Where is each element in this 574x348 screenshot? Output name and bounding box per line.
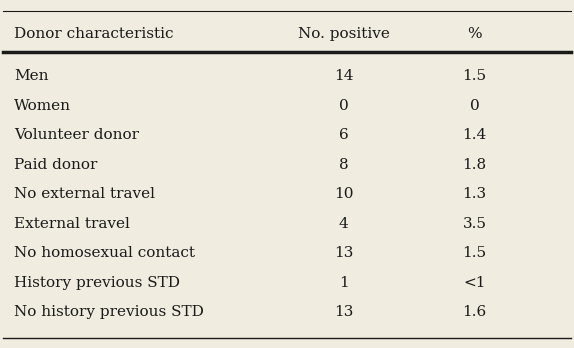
Text: History previous STD: History previous STD [14, 276, 180, 290]
Text: 1.5: 1.5 [463, 69, 487, 84]
Text: Donor characteristic: Donor characteristic [14, 26, 174, 41]
Text: 8: 8 [339, 158, 348, 172]
Text: Women: Women [14, 99, 71, 113]
Text: 6: 6 [339, 128, 349, 142]
Text: 1.3: 1.3 [463, 187, 487, 201]
Text: <1: <1 [463, 276, 486, 290]
Text: 1: 1 [339, 276, 349, 290]
Text: 1.5: 1.5 [463, 246, 487, 260]
Text: 10: 10 [334, 187, 354, 201]
Text: Volunteer donor: Volunteer donor [14, 128, 139, 142]
Text: No external travel: No external travel [14, 187, 155, 201]
Text: No homosexual contact: No homosexual contact [14, 246, 195, 260]
Text: Men: Men [14, 69, 49, 84]
Text: 14: 14 [334, 69, 354, 84]
Text: 1.4: 1.4 [463, 128, 487, 142]
Text: No history previous STD: No history previous STD [14, 305, 204, 319]
Text: %: % [467, 26, 482, 41]
Text: 13: 13 [334, 246, 354, 260]
Text: 1.6: 1.6 [463, 305, 487, 319]
Text: Paid donor: Paid donor [14, 158, 98, 172]
Text: External travel: External travel [14, 217, 130, 231]
Text: 0: 0 [339, 99, 349, 113]
Text: 4: 4 [339, 217, 349, 231]
Text: 0: 0 [470, 99, 479, 113]
Text: 3.5: 3.5 [463, 217, 487, 231]
Text: 13: 13 [334, 305, 354, 319]
Text: No. positive: No. positive [298, 26, 390, 41]
Text: 1.8: 1.8 [463, 158, 487, 172]
